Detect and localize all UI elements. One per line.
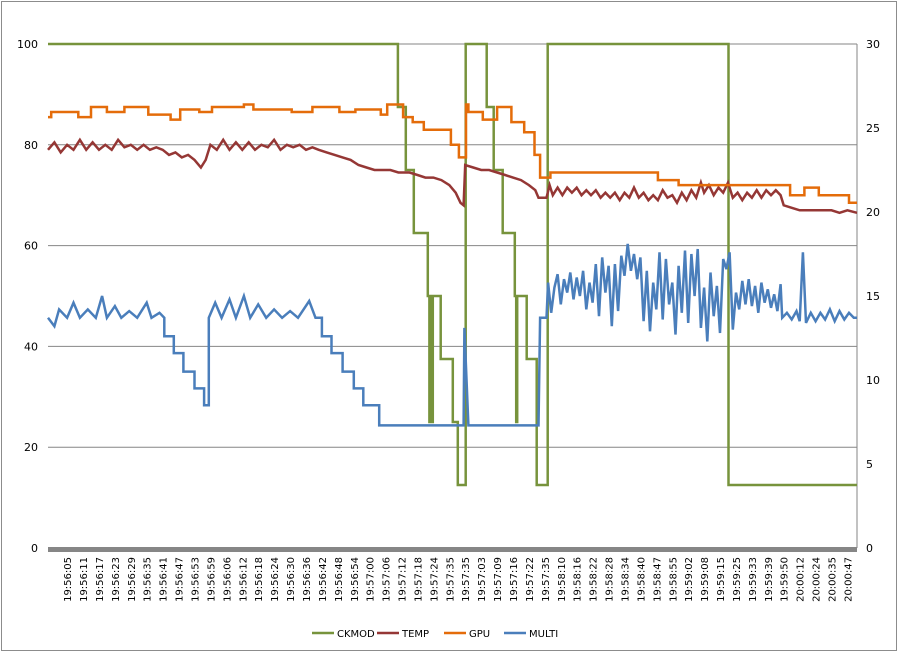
- right-axis-ticks: 0 5 10 15 20 25 30: [866, 38, 880, 555]
- series-line-ckmod: [48, 42, 857, 487]
- x-tick-label: 19:58:34: [620, 557, 631, 602]
- x-tick-label: 20:00:24: [812, 557, 823, 602]
- x-tick-label: 19:58:28: [605, 557, 616, 602]
- x-tick-label: 19:56:11: [79, 557, 90, 602]
- y2-tick-label: 5: [866, 458, 873, 471]
- x-tick-label: 19:57:35: [541, 557, 552, 602]
- y2-tick-label: 25: [866, 122, 880, 135]
- legend-item-ckmod: CKMOD: [312, 629, 375, 640]
- x-tick-label: 19:58:40: [636, 557, 647, 602]
- x-tick-label: 19:56:36: [302, 557, 313, 602]
- x-axis: 19:56:05 19:56:11 19:56:17 19:56:23 19:56:29…: [48, 547, 857, 602]
- x-tick-label: 19:56:17: [95, 557, 106, 602]
- x-tick-label: 19:56:12: [238, 557, 249, 602]
- series-line-temp: [47, 137, 858, 215]
- x-tick-label: 20:00:47: [843, 557, 854, 602]
- x-tick-label: 19:56:18: [254, 557, 265, 602]
- x-tick-label: 19:56:23: [111, 557, 122, 602]
- x-tick-label: 19:57:22: [525, 557, 536, 602]
- y-tick-label: 20: [24, 441, 38, 454]
- legend-item-multi: MULTI: [504, 629, 558, 640]
- x-tick-label: 19:56:42: [318, 557, 329, 602]
- y2-tick-label: 30: [866, 38, 880, 51]
- legend-label: MULTI: [529, 629, 558, 640]
- x-tick-label: 19:57:06: [382, 557, 393, 602]
- x-tick-label: 19:57:00: [366, 557, 377, 602]
- x-tick-label: 19:57:24: [429, 557, 440, 602]
- y2-tick-label: 0: [866, 542, 873, 555]
- legend-label: TEMP: [401, 629, 429, 640]
- x-tick-label: 19:58:22: [589, 557, 600, 602]
- legend: CKMOD TEMP GPU MULTI: [312, 629, 558, 640]
- left-axis-ticks: 0 20 40 60 80 100: [17, 38, 38, 555]
- x-tick-label: 19:59:33: [748, 557, 759, 602]
- y2-tick-label: 20: [866, 206, 880, 219]
- legend-item-temp: TEMP: [377, 629, 429, 640]
- x-tick-label: 20:00:12: [796, 557, 807, 602]
- y-tick-label: 80: [24, 139, 38, 152]
- x-tick-label: 19:59:39: [764, 557, 775, 602]
- x-tick-label: 19:56:06: [222, 557, 233, 602]
- x-tick-label: 19:59:02: [684, 557, 695, 602]
- x-tick-label: 19:56:59: [206, 557, 217, 602]
- legend-label: GPU: [469, 629, 490, 640]
- x-tick-label: 19:58:47: [652, 557, 663, 602]
- y2-tick-label: 15: [866, 290, 880, 303]
- x-tick-label: 19:58:10: [557, 557, 568, 602]
- series-lines: [47, 42, 858, 487]
- x-tick-label: 19:59:25: [732, 557, 743, 602]
- x-tick-label: 19:57:12: [398, 557, 409, 602]
- x-tick-label: 19:59:08: [700, 557, 711, 602]
- x-axis-line: [48, 547, 857, 552]
- x-tick-label: 19:56:48: [334, 557, 345, 602]
- legend-item-gpu: GPU: [444, 629, 490, 640]
- x-tick-label: 19:57:18: [413, 557, 424, 602]
- x-tick-label: 19:56:53: [191, 557, 202, 602]
- x-tick-label: 19:56:47: [175, 557, 186, 602]
- x-tick-label: 19:58:55: [668, 557, 679, 602]
- x-tick-label: 19:59:50: [780, 557, 791, 602]
- x-tick-label: 19:56:24: [270, 557, 281, 602]
- x-tick-label: 19:57:09: [493, 557, 504, 602]
- x-tick-label: 19:56:35: [143, 557, 154, 602]
- series-line-multi: [47, 243, 857, 427]
- series-line-gpu: [48, 103, 857, 205]
- x-tick-label: 20:00:35: [828, 557, 839, 602]
- x-tick-label: 19:57:35: [461, 557, 472, 602]
- x-tick-label: 19:59:15: [716, 557, 727, 602]
- x-tick-label: 19:57:35: [445, 557, 456, 602]
- x-tick-label: 19:57:16: [509, 557, 520, 602]
- y-tick-label: 60: [24, 240, 38, 253]
- x-tick-label: 19:56:30: [286, 557, 297, 602]
- y-tick-label: 100: [17, 38, 38, 51]
- y2-tick-label: 10: [866, 374, 880, 387]
- y-tick-label: 40: [24, 340, 38, 353]
- x-tick-label: 19:56:29: [127, 557, 138, 602]
- x-tick-label: 19:57:03: [477, 557, 488, 602]
- y-tick-label: 0: [31, 542, 38, 555]
- x-tick-label: 19:56:41: [159, 557, 170, 602]
- x-tick-label: 19:56:54: [350, 557, 361, 602]
- x-tick-label: 19:58:16: [573, 557, 584, 602]
- legend-label: CKMOD: [337, 629, 375, 640]
- x-tick-label: 19:56:05: [63, 557, 74, 602]
